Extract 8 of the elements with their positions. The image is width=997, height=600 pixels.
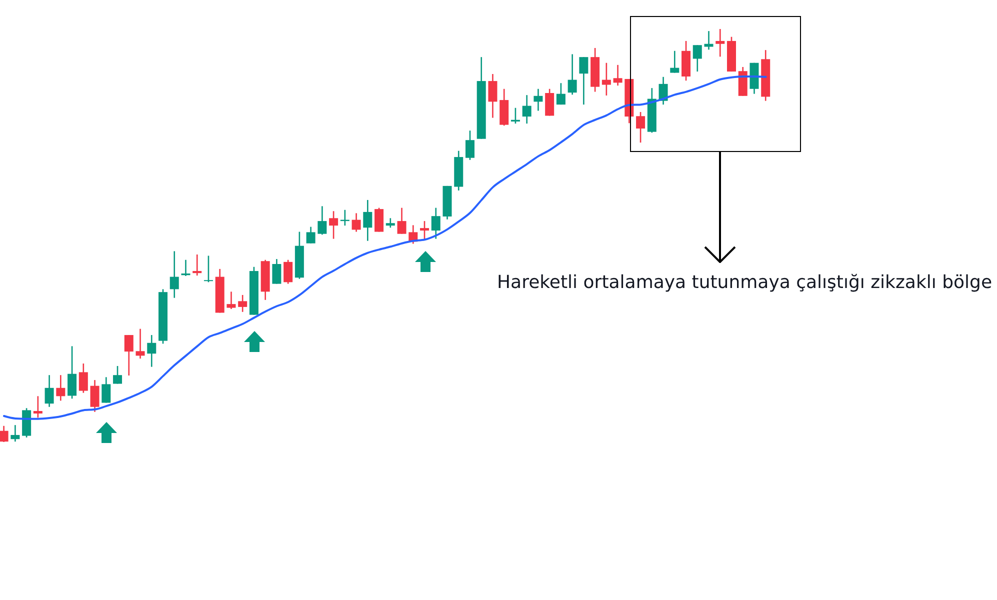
annotation: Hareketli ortalamaya tutunmaya çalıştığı zikzaklı bölge [497, 271, 992, 295]
candlestick [181, 260, 190, 276]
candlestick [136, 328, 145, 359]
candlestick [716, 29, 725, 57]
candlestick [704, 31, 714, 50]
candlestick [226, 292, 236, 310]
candlestick [192, 254, 202, 276]
candlestick [613, 64, 622, 86]
